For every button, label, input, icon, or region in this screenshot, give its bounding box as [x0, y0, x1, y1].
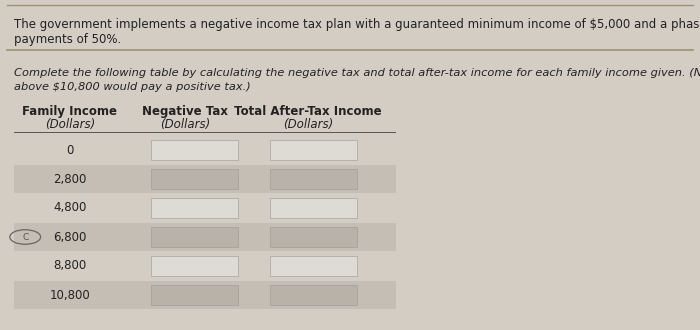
Text: 8,800: 8,800	[53, 259, 87, 273]
Text: (Dollars): (Dollars)	[283, 118, 333, 131]
Text: above $10,800 would pay a positive tax.): above $10,800 would pay a positive tax.)	[14, 82, 251, 92]
Text: (Dollars): (Dollars)	[45, 118, 95, 131]
Text: 2,800: 2,800	[53, 173, 87, 185]
Text: Negative Tax: Negative Tax	[143, 105, 228, 118]
Text: Total After-Tax Income: Total After-Tax Income	[234, 105, 382, 118]
Text: (Dollars): (Dollars)	[160, 118, 211, 131]
Text: payments of 50%.: payments of 50%.	[14, 33, 121, 46]
Text: 10,800: 10,800	[50, 288, 90, 302]
Text: 4,800: 4,800	[53, 202, 87, 214]
Text: Family Income: Family Income	[22, 105, 118, 118]
Text: The government implements a negative income tax plan with a guaranteed minimum i: The government implements a negative inc…	[14, 18, 700, 31]
Text: C: C	[22, 233, 28, 242]
Text: Complete the following table by calculating the negative tax and total after-tax: Complete the following table by calculat…	[14, 68, 700, 78]
Text: 6,800: 6,800	[53, 230, 87, 244]
Text: 0: 0	[66, 144, 74, 156]
